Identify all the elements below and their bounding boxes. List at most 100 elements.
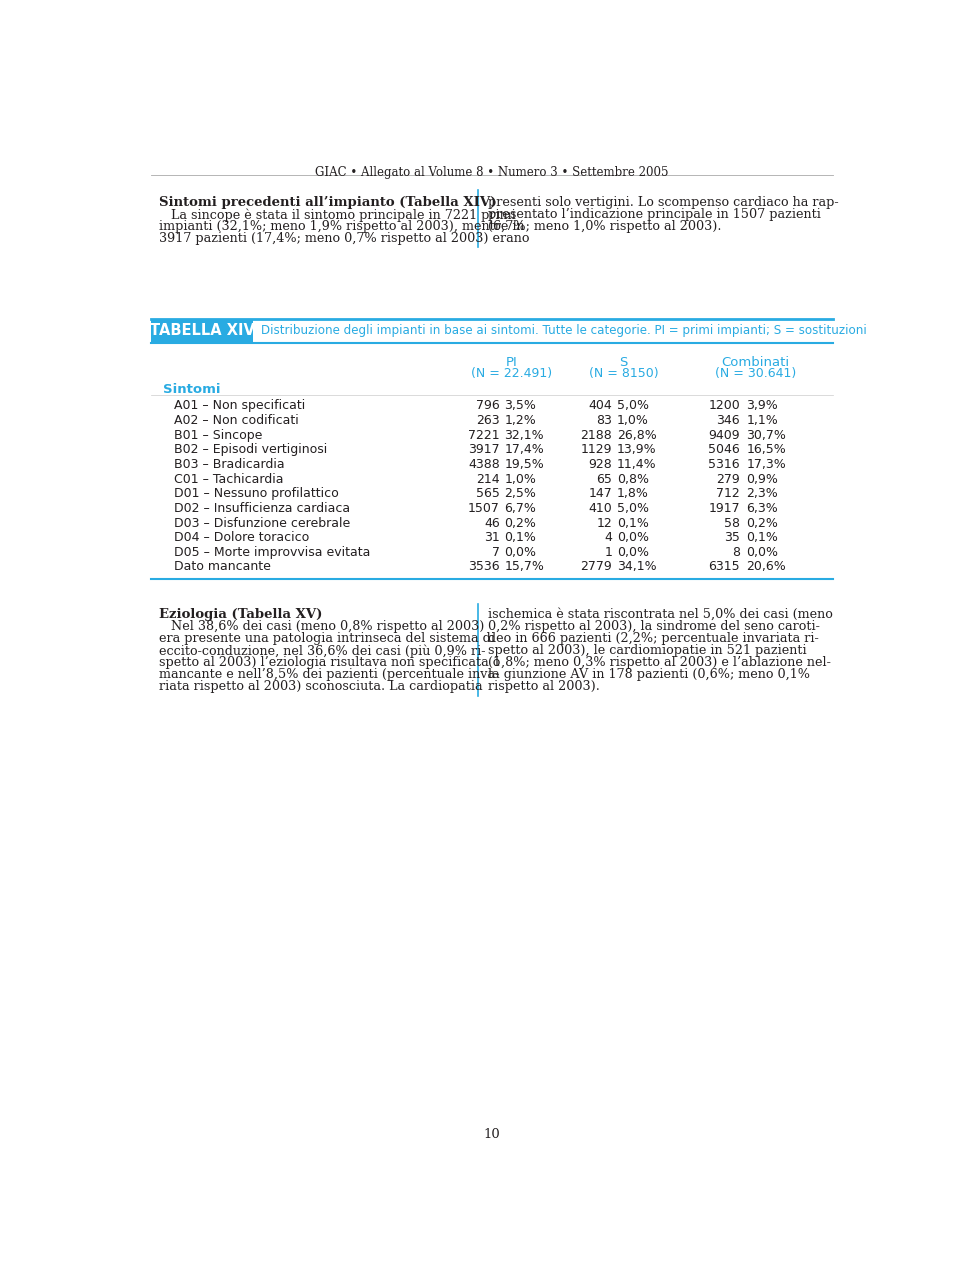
Text: 17,3%: 17,3% <box>746 458 786 470</box>
Text: 10: 10 <box>484 1128 500 1141</box>
Text: 1129: 1129 <box>581 444 612 456</box>
Text: Sintomi: Sintomi <box>162 382 220 396</box>
Text: rispetto al 2003).: rispetto al 2003). <box>488 679 600 692</box>
Text: 2,3%: 2,3% <box>746 487 778 500</box>
Text: 5316: 5316 <box>708 458 740 470</box>
Text: D03 – Disfunzione cerebrale: D03 – Disfunzione cerebrale <box>175 517 350 529</box>
Text: 17,4%: 17,4% <box>504 444 544 456</box>
Text: 147: 147 <box>588 487 612 500</box>
Text: 0,2%: 0,2% <box>504 517 537 529</box>
Text: 565: 565 <box>476 487 500 500</box>
Text: 404: 404 <box>588 400 612 413</box>
Text: 0,1%: 0,1% <box>504 531 537 544</box>
Text: 32,1%: 32,1% <box>504 428 544 442</box>
Text: S: S <box>619 356 628 369</box>
Text: 0,0%: 0,0% <box>504 546 537 559</box>
Text: 5046: 5046 <box>708 444 740 456</box>
Text: D05 – Morte improvvisa evitata: D05 – Morte improvvisa evitata <box>175 546 371 559</box>
Text: 5,0%: 5,0% <box>616 501 649 515</box>
Text: deo in 666 pazienti (2,2%; percentuale invariata ri-: deo in 666 pazienti (2,2%; percentuale i… <box>488 632 819 645</box>
Text: 0,9%: 0,9% <box>746 473 778 486</box>
Text: Sintomi precedenti all’impianto (Tabella XIV): Sintomi precedenti all’impianto (Tabella… <box>158 196 496 209</box>
Text: impianti (32,1%; meno 1,9% rispetto al 2003), mentre in: impianti (32,1%; meno 1,9% rispetto al 2… <box>158 221 524 233</box>
Text: 3917 pazienti (17,4%; meno 0,7% rispetto al 2003) erano: 3917 pazienti (17,4%; meno 0,7% rispetto… <box>158 232 529 245</box>
Text: 1917: 1917 <box>708 501 740 515</box>
Text: 0,8%: 0,8% <box>616 473 649 486</box>
Bar <box>151 319 253 342</box>
Text: 9409: 9409 <box>708 428 740 442</box>
Text: 26,8%: 26,8% <box>616 428 657 442</box>
Text: la giunzione AV in 178 pazienti (0,6%; meno 0,1%: la giunzione AV in 178 pazienti (0,6%; m… <box>488 668 810 681</box>
Text: B03 – Bradicardia: B03 – Bradicardia <box>175 458 285 470</box>
Text: D02 – Insufficienza cardiaca: D02 – Insufficienza cardiaca <box>175 501 350 515</box>
Text: 20,6%: 20,6% <box>746 560 786 573</box>
Text: 4388: 4388 <box>468 458 500 470</box>
Text: 46: 46 <box>484 517 500 529</box>
Text: TABELLA XIV: TABELLA XIV <box>150 323 254 338</box>
Text: 796: 796 <box>476 400 500 413</box>
Text: (6,7%; meno 1,0% rispetto al 2003).: (6,7%; meno 1,0% rispetto al 2003). <box>488 221 722 233</box>
Text: mancante e nell’8,5% dei pazienti (percentuale inva-: mancante e nell’8,5% dei pazienti (perce… <box>158 668 499 681</box>
Text: 6,7%: 6,7% <box>504 501 537 515</box>
Text: 0,2%: 0,2% <box>746 517 778 529</box>
Text: eccito-conduzione, nel 36,6% dei casi (più 0,9% ri-: eccito-conduzione, nel 36,6% dei casi (p… <box>158 645 485 658</box>
Text: 16,5%: 16,5% <box>746 444 786 456</box>
Text: 34,1%: 34,1% <box>616 560 657 573</box>
Text: riata rispetto al 2003) sconosciuta. La cardiopatia: riata rispetto al 2003) sconosciuta. La … <box>158 681 482 694</box>
Text: 6315: 6315 <box>708 560 740 573</box>
Text: 2,5%: 2,5% <box>504 487 537 500</box>
Text: 31: 31 <box>484 531 500 544</box>
Text: 1,0%: 1,0% <box>504 473 537 486</box>
Text: era presente una patologia intrinseca del sistema di: era presente una patologia intrinseca de… <box>158 632 494 645</box>
Text: 6,3%: 6,3% <box>746 501 778 515</box>
Text: B02 – Episodi vertiginosi: B02 – Episodi vertiginosi <box>175 444 327 456</box>
Text: spetto al 2003) l’eziologia risultava non specificata o: spetto al 2003) l’eziologia risultava no… <box>158 656 500 669</box>
Text: 12: 12 <box>596 517 612 529</box>
Text: La sincope è stata il sintomo principale in 7221 primi: La sincope è stata il sintomo principale… <box>158 209 516 222</box>
Text: 1,1%: 1,1% <box>746 414 778 427</box>
Text: 3536: 3536 <box>468 560 500 573</box>
Text: 19,5%: 19,5% <box>504 458 544 470</box>
Text: GIAC • Allegato al Volume 8 • Numero 3 • Settembre 2005: GIAC • Allegato al Volume 8 • Numero 3 •… <box>315 167 669 179</box>
Text: presenti solo vertigini. Lo scompenso cardiaco ha rap-: presenti solo vertigini. Lo scompenso ca… <box>488 196 839 209</box>
Text: 2188: 2188 <box>581 428 612 442</box>
Text: 13,9%: 13,9% <box>616 444 657 456</box>
Text: 279: 279 <box>716 473 740 486</box>
Text: A02 – Non codificati: A02 – Non codificati <box>175 414 299 427</box>
Text: D04 – Dolore toracico: D04 – Dolore toracico <box>175 531 309 544</box>
Text: 0,1%: 0,1% <box>616 517 649 529</box>
Text: 5,0%: 5,0% <box>616 400 649 413</box>
Text: 30,7%: 30,7% <box>746 428 786 442</box>
Text: Distribuzione degli impianti in base ai sintomi. Tutte le categorie. PI = primi : Distribuzione degli impianti in base ai … <box>261 324 867 337</box>
Text: 214: 214 <box>476 473 500 486</box>
Text: presentato l’indicazione principale in 1507 pazienti: presentato l’indicazione principale in 1… <box>488 208 821 221</box>
Text: 7221: 7221 <box>468 428 500 442</box>
Text: Eziologia (Tabella XV): Eziologia (Tabella XV) <box>158 608 323 622</box>
Text: ischemica è stata riscontrata nel 5,0% dei casi (meno: ischemica è stata riscontrata nel 5,0% d… <box>488 608 833 622</box>
Text: (1,8%; meno 0,3% rispetto al 2003) e l’ablazione nel-: (1,8%; meno 0,3% rispetto al 2003) e l’a… <box>488 656 831 669</box>
Text: 263: 263 <box>476 414 500 427</box>
Text: 346: 346 <box>716 414 740 427</box>
Text: 4: 4 <box>604 531 612 544</box>
Text: spetto al 2003), le cardiomiopatie in 521 pazienti: spetto al 2003), le cardiomiopatie in 52… <box>488 644 806 656</box>
Text: 928: 928 <box>588 458 612 470</box>
Text: 0,0%: 0,0% <box>616 531 649 544</box>
Text: 1,2%: 1,2% <box>504 414 536 427</box>
Text: (N = 8150): (N = 8150) <box>588 367 659 381</box>
Text: 0,1%: 0,1% <box>746 531 778 544</box>
Text: 11,4%: 11,4% <box>616 458 657 470</box>
Text: 3,5%: 3,5% <box>504 400 537 413</box>
Text: 1: 1 <box>604 546 612 559</box>
Text: 1,8%: 1,8% <box>616 487 649 500</box>
Text: 410: 410 <box>588 501 612 515</box>
Text: A01 – Non specificati: A01 – Non specificati <box>175 400 305 413</box>
Text: 15,7%: 15,7% <box>504 560 544 573</box>
Text: 712: 712 <box>716 487 740 500</box>
Text: 3,9%: 3,9% <box>746 400 778 413</box>
Text: 1507: 1507 <box>468 501 500 515</box>
Text: 7: 7 <box>492 546 500 559</box>
Text: (N = 30.641): (N = 30.641) <box>715 367 796 381</box>
Text: 8: 8 <box>732 546 740 559</box>
Text: 2779: 2779 <box>581 560 612 573</box>
Text: 58: 58 <box>724 517 740 529</box>
